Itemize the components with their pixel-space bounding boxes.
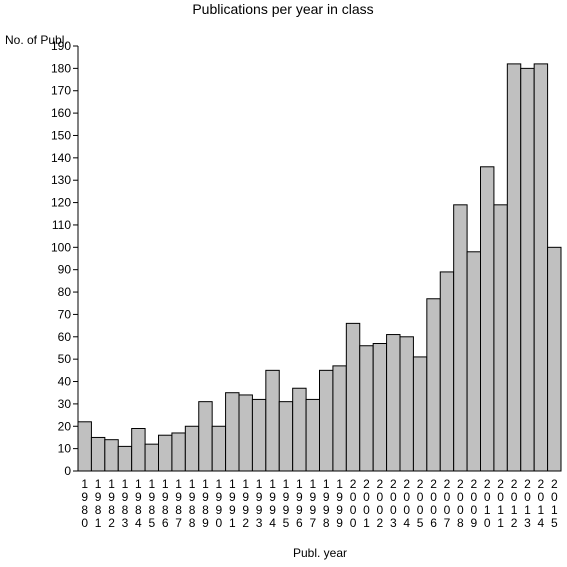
- y-tick-label: 100: [51, 240, 71, 254]
- bar-1981: [90, 436, 106, 472]
- bar-2009: [466, 251, 481, 472]
- y-tick-label: 130: [51, 173, 71, 187]
- y-tick-label: 160: [51, 106, 71, 120]
- y-tick-label: 190: [51, 39, 71, 53]
- y-tick-label: 140: [51, 151, 71, 165]
- bar-1993: [251, 398, 267, 472]
- bar-2010: [480, 166, 495, 472]
- bars-group: [77, 63, 562, 472]
- x-axis-label: Publ. year: [293, 546, 347, 560]
- y-tick-label: 20: [58, 419, 72, 433]
- bar-1998: [319, 369, 334, 472]
- y-tick-label: 0: [64, 464, 71, 478]
- y-tick-label: 70: [58, 307, 72, 321]
- y-tick-label: 170: [51, 84, 71, 98]
- bar-1996: [292, 387, 307, 472]
- y-tick-label: 150: [51, 128, 71, 142]
- bar-1990: [211, 425, 227, 472]
- bar-1989: [198, 401, 213, 472]
- bar-1997: [305, 398, 320, 472]
- bar-1988: [184, 425, 200, 472]
- bar-2001: [359, 345, 374, 472]
- bar-2004: [399, 336, 414, 472]
- bar-1983: [117, 445, 133, 472]
- bar-1982: [104, 439, 119, 472]
- bar-2007: [439, 271, 455, 472]
- bar-2012: [506, 63, 522, 472]
- bar-1992: [238, 394, 253, 472]
- bar-1984: [131, 428, 146, 472]
- bar-1994: [265, 369, 280, 472]
- y-tick-label: 110: [52, 218, 71, 232]
- y-tick-label: 90: [58, 263, 72, 277]
- x-ticks-group: 1 9 8 0 1 9 8 1 1 9 8 2 1 9 8 3 1 9 8 4 1 9 8 5 1 9 8 6 1 9 8 7 1 9 8 8 1 9 8 9…: [81, 477, 558, 530]
- bar-2011: [493, 204, 508, 472]
- y-tick-label: 40: [58, 375, 72, 389]
- bar-2006: [426, 298, 441, 472]
- bar-2000: [345, 322, 361, 472]
- bar-1985: [144, 443, 160, 472]
- y-ticks-group: 0 10 20 30 40 50 60 70 80 90 100 110 120 130 140 150 160…: [51, 39, 78, 478]
- bar-2002: [372, 343, 388, 472]
- y-axis-label: No. of Publ.: [5, 33, 68, 47]
- bar-1999: [332, 365, 347, 472]
- y-tick-label: 50: [58, 352, 72, 366]
- bar-1991: [225, 392, 240, 472]
- bar-2005: [412, 356, 428, 472]
- y-tick-label: 180: [51, 61, 71, 75]
- bar-2014: [533, 63, 549, 472]
- bar-2015: [547, 246, 562, 472]
- bar-1986: [158, 434, 173, 472]
- y-tick-label: 30: [58, 397, 72, 411]
- y-tick-label: 10: [58, 442, 72, 456]
- bar-1995: [278, 401, 294, 472]
- y-tick-label: 60: [58, 330, 72, 344]
- bar-1980: [77, 421, 92, 472]
- y-tick-label: 120: [51, 196, 71, 210]
- bar-2003: [386, 334, 401, 472]
- bar-2013: [520, 67, 535, 472]
- bar-1987: [171, 432, 186, 472]
- y-tick-label: 80: [58, 285, 72, 299]
- chart-title: Publications per year in class: [192, 1, 373, 17]
- bar-2008: [453, 204, 468, 472]
